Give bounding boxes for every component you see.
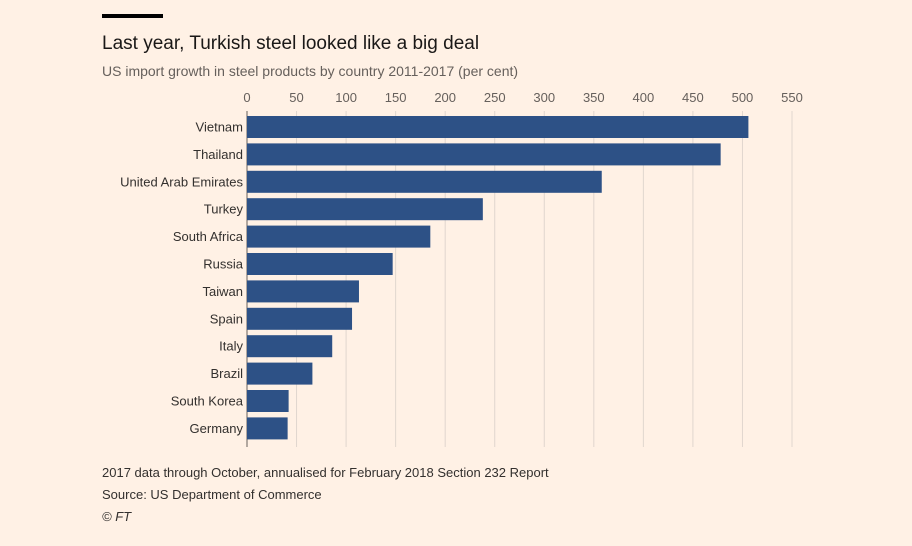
category-label: Spain	[210, 311, 243, 326]
x-tick-label: 550	[781, 90, 803, 105]
category-label: Vietnam	[196, 120, 243, 135]
category-label: Brazil	[210, 366, 243, 381]
category-label: United Arab Emirates	[120, 174, 243, 189]
bar	[247, 417, 288, 440]
x-tick-label: 0	[243, 90, 250, 105]
x-tick-label: 200	[434, 90, 456, 105]
source-note: Source: US Department of Commerce	[102, 487, 322, 502]
chart-subtitle: US import growth in steel products by co…	[102, 63, 519, 79]
bar	[247, 390, 289, 412]
x-tick-label: 300	[533, 90, 555, 105]
x-tick-label: 400	[633, 90, 655, 105]
bar	[247, 253, 393, 275]
category-label: Germany	[190, 421, 244, 436]
x-tick-label: 150	[385, 90, 407, 105]
category-label: Russia	[203, 257, 244, 272]
category-label: South Korea	[171, 394, 244, 409]
bar	[247, 335, 333, 358]
category-label: Taiwan	[203, 284, 243, 299]
chart-note: 2017 data through October, annualised fo…	[102, 465, 549, 480]
x-tick-label: 500	[732, 90, 754, 105]
bar	[247, 198, 483, 221]
copyright: © FT	[102, 509, 132, 524]
bar	[247, 170, 602, 193]
bar	[247, 280, 359, 303]
x-tick-label: 450	[682, 90, 704, 105]
x-tick-label: 100	[335, 90, 357, 105]
bar	[247, 116, 749, 138]
category-label: Turkey	[204, 202, 244, 217]
category-label: Thailand	[193, 147, 243, 162]
top-rule	[102, 14, 163, 18]
bar	[247, 362, 313, 385]
chart-title: Last year, Turkish steel looked like a b…	[102, 33, 480, 54]
x-tick-label: 350	[583, 90, 605, 105]
x-tick-label: 250	[484, 90, 506, 105]
x-tick-label: 50	[289, 90, 303, 105]
category-label: South Africa	[173, 229, 244, 244]
bar	[247, 143, 721, 166]
category-label: Italy	[219, 339, 243, 354]
bar	[247, 225, 431, 248]
bar	[247, 307, 353, 330]
